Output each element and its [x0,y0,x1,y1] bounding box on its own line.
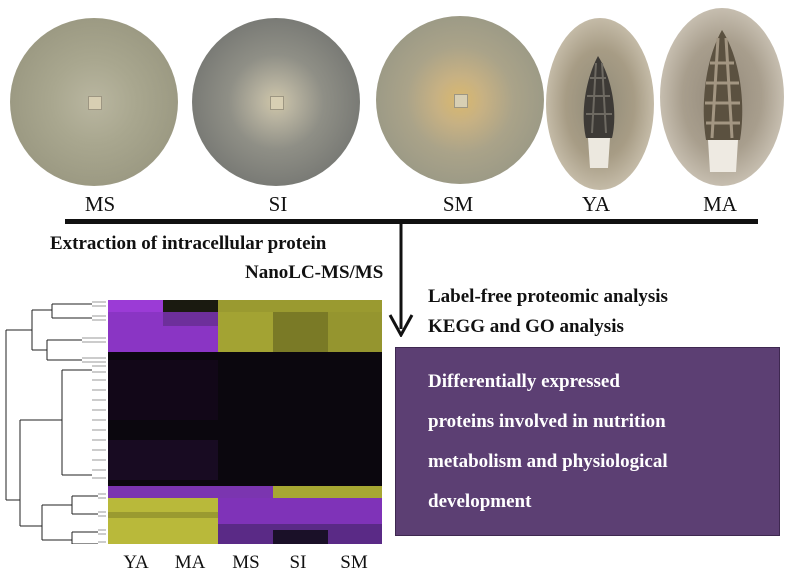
heatmap-cell [328,312,382,352]
heatmap-cell [163,312,218,326]
sample-label-sm: SM [442,192,474,216]
nanolc-text: NanoLC-MS/MS [245,262,384,283]
heatmap-col-ms: MS [232,552,260,573]
heatmap-cell [273,530,328,544]
extraction-text: Extraction of intracellular protein [50,233,327,254]
heatmap-cell [163,326,218,352]
sample-label-si: SI [268,192,288,216]
agar-plug [270,96,284,110]
result-box: Differentially expressed proteins involv… [395,347,780,536]
sample-label-ms: MS [84,192,116,216]
si-culture-plate [192,18,360,186]
ya-morel-illustration [583,56,615,168]
sample-label-ya: YA [581,192,610,216]
heatmap-col-ya: YA [123,552,149,573]
heatmap-cell [108,498,218,544]
dendrogram [5,301,106,544]
heatmap-cell [108,512,218,518]
ya-morel-photo [546,18,654,190]
heatmap-col-ma: MA [174,552,206,573]
down-arrow-icon [388,219,414,337]
result-line-2: proteins involved in nutrition [428,411,666,432]
heatmap-cell [108,312,163,352]
result-line-4: development [428,491,532,512]
heatmap [108,300,382,544]
heatmap-cell [108,486,273,498]
divider-line [65,219,758,224]
agar-plug [454,94,468,108]
ma-morel-photo [660,8,784,186]
kegg-go-text: KEGG and GO analysis [428,316,624,337]
heatmap-cell [163,300,218,312]
heatmap-cell [108,360,218,420]
heatmap-cell [108,300,163,312]
label-free-text: Label-free proteomic analysis [428,286,668,307]
result-line-3: metabolism and physiological [428,451,668,472]
heatmap-cell [273,486,382,498]
sample-label-ma: MA [703,192,737,216]
heatmap-cell [218,300,382,312]
ma-morel-illustration [703,30,743,172]
ms-culture-plate [10,18,178,186]
heatmap-col-si: SI [289,552,307,573]
heatmap-col-sm: SM [340,552,368,573]
agar-plug [88,96,102,110]
heatmap-cell [273,312,328,352]
heatmap-cell [108,440,218,480]
heatmap-cell [218,312,273,352]
heatmap-cell [218,498,382,524]
result-line-1: Differentially expressed [428,371,620,392]
sm-culture-plate [376,16,544,184]
